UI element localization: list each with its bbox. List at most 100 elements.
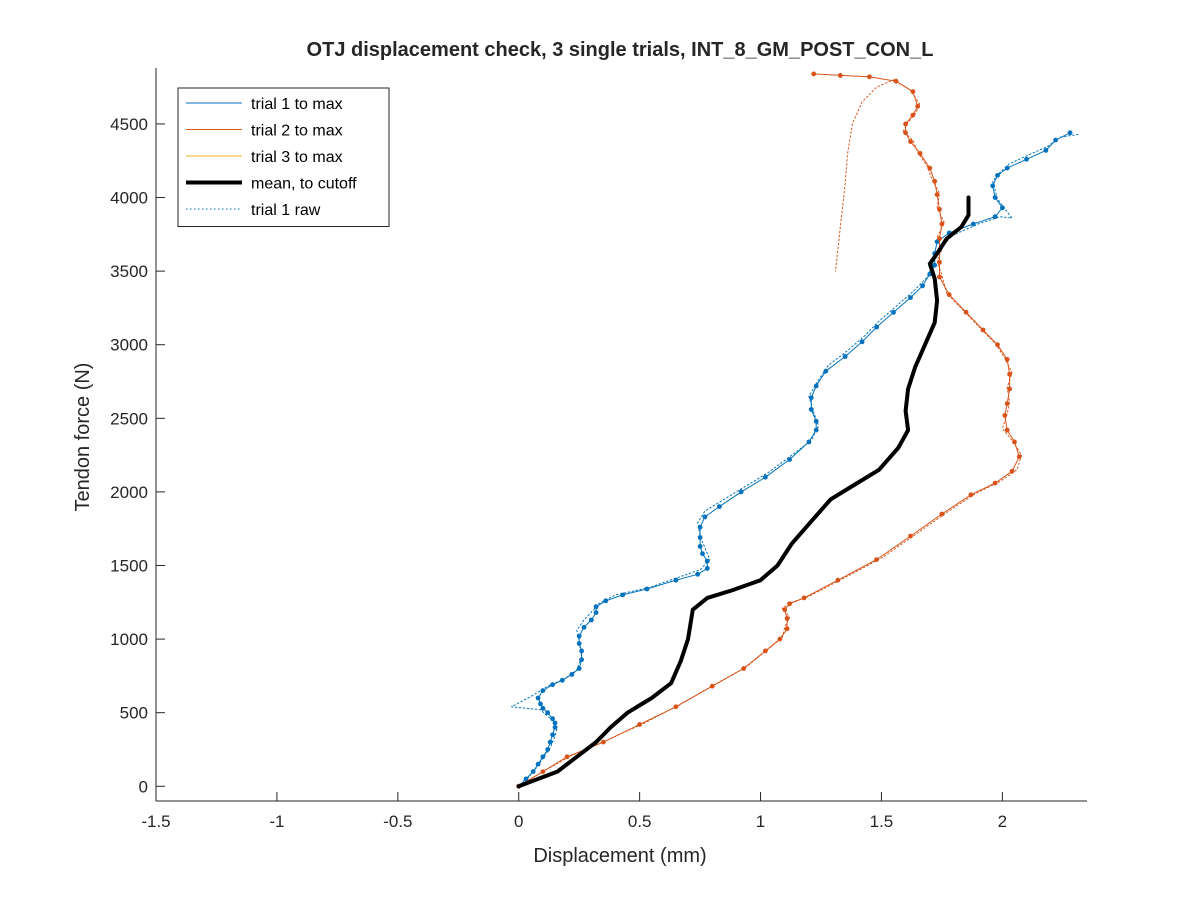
data-point — [702, 514, 708, 520]
y-tick-label: 500 — [120, 704, 148, 723]
data-point — [806, 439, 812, 445]
x-tick-label: 0.5 — [628, 812, 652, 831]
data-point — [530, 769, 536, 774]
data-point — [934, 192, 940, 198]
data-point — [842, 354, 848, 359]
data-point — [932, 262, 938, 268]
series-layer — [511, 71, 1081, 789]
chart-title: OTJ displacement check, 3 single trials,… — [307, 39, 934, 61]
y-tick-label: 2000 — [110, 483, 148, 502]
data-point — [540, 688, 546, 693]
y-axis-label: Tendon force (N) — [72, 363, 94, 512]
data-point — [738, 489, 744, 495]
data-point — [559, 677, 565, 683]
y-tick-label: 1000 — [110, 630, 148, 649]
data-point — [932, 178, 938, 184]
data-point — [1000, 205, 1005, 211]
x-tick-label: 2 — [998, 812, 1007, 831]
data-point — [637, 722, 642, 727]
data-point — [704, 558, 710, 564]
data-point — [874, 324, 879, 330]
data-point — [891, 309, 896, 315]
data-point — [579, 648, 584, 654]
legend-label: trial 2 to max — [251, 123, 343, 140]
x-axis-label: Displacement (mm) — [533, 845, 706, 867]
data-point — [538, 701, 543, 707]
data-point — [540, 754, 546, 760]
y-tick-label: 4500 — [110, 115, 148, 134]
data-point — [593, 610, 599, 615]
data-point — [564, 754, 570, 760]
data-point — [601, 739, 606, 745]
data-point — [1007, 386, 1012, 392]
data-point — [808, 407, 814, 412]
data-point — [1024, 156, 1029, 162]
data-point — [545, 747, 551, 752]
data-point — [620, 592, 626, 598]
data-point — [1007, 371, 1012, 377]
data-point — [970, 221, 976, 227]
data-point — [908, 139, 913, 145]
data-point — [1012, 439, 1017, 445]
plot-area: -1.5 -1 -0.5 0 0.5 1 1.5 2 0 500 1000 1500 2000 2500 3… — [110, 68, 1087, 831]
data-point — [547, 739, 553, 745]
data-point — [1067, 130, 1073, 136]
data-point — [717, 504, 722, 509]
data-point — [813, 383, 819, 389]
data-point — [550, 716, 555, 721]
data-point — [992, 195, 998, 200]
data-point — [1009, 468, 1015, 474]
data-point — [763, 474, 768, 480]
data-point — [576, 641, 582, 646]
data-point — [908, 295, 913, 300]
data-point — [1002, 413, 1008, 418]
data-point — [920, 283, 925, 289]
x-tick-label: -1 — [269, 812, 284, 831]
data-point — [992, 480, 998, 486]
data-point — [867, 74, 872, 80]
data-point — [673, 704, 679, 710]
data-point — [963, 309, 969, 315]
legend-label: trial 1 raw — [251, 202, 321, 219]
y-tick-label: 3000 — [110, 336, 148, 355]
y-tick-label: 4000 — [110, 189, 148, 208]
data-point — [990, 183, 996, 189]
data-point — [550, 732, 555, 738]
data-point — [939, 511, 945, 517]
y-tick-label: 3500 — [110, 262, 148, 281]
data-point — [937, 236, 942, 242]
data-point — [1004, 427, 1010, 433]
data-point — [808, 395, 814, 401]
data-point — [535, 695, 541, 701]
series-line-mean-to-cutoff — [516, 195, 971, 789]
data-point — [811, 71, 817, 77]
data-point — [1043, 148, 1049, 153]
y-tick-label: 0 — [139, 777, 148, 796]
data-point — [937, 259, 942, 265]
data-point — [777, 636, 783, 642]
data-point — [903, 130, 908, 136]
series-line-trial-1-raw — [511, 133, 1081, 787]
data-point — [704, 566, 710, 571]
y-tick-label: 2500 — [110, 409, 148, 428]
legend-label: mean, to cutoff — [251, 176, 357, 193]
data-point — [535, 761, 541, 767]
legend: trial 1 to max trial 2 to max trial 3 to m… — [177, 87, 390, 227]
data-point — [763, 648, 768, 654]
data-point — [813, 418, 819, 424]
data-point — [1053, 137, 1058, 143]
x-tick-label: 1.5 — [870, 812, 894, 831]
legend-box — [177, 87, 390, 227]
data-point — [697, 544, 703, 549]
data-point — [917, 151, 923, 156]
data-point — [697, 535, 703, 540]
data-point — [576, 666, 582, 671]
x-tick-label: 0 — [514, 812, 523, 831]
data-point — [579, 657, 584, 663]
data-point — [784, 626, 790, 632]
data-point — [915, 103, 921, 109]
data-point — [813, 427, 819, 433]
data-point — [995, 173, 1000, 178]
data-point — [939, 221, 945, 227]
